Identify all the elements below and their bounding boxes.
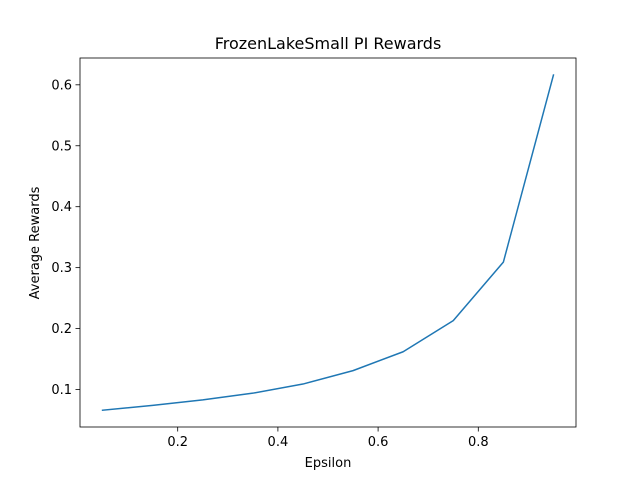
- x-axis-label: Epsilon: [305, 456, 352, 471]
- plot-area: [79, 57, 577, 428]
- x-tick-label: 0.8: [468, 435, 489, 450]
- y-tick-label: 0.6: [51, 78, 72, 93]
- y-tick-label: 0.3: [51, 261, 72, 276]
- y-tick-label: 0.2: [51, 322, 72, 337]
- plot-frame: [79, 57, 577, 428]
- x-tick-label: 0.6: [368, 435, 389, 450]
- x-tick-label: 0.2: [167, 435, 188, 450]
- y-axis-label: Average Rewards: [28, 186, 43, 299]
- y-tick-label: 0.4: [51, 200, 72, 215]
- chart-title: FrozenLakeSmall PI Rewards: [215, 34, 442, 53]
- y-tick-label: 0.5: [51, 139, 72, 154]
- y-axis: 0.1 0.2 0.3 0.4 0.5 0.6: [51, 78, 80, 398]
- x-axis: 0.2 0.4 0.6 0.8: [167, 427, 489, 450]
- series-line: [101, 74, 555, 412]
- x-tick-label: 0.4: [268, 435, 289, 450]
- y-tick-label: 0.1: [51, 383, 72, 398]
